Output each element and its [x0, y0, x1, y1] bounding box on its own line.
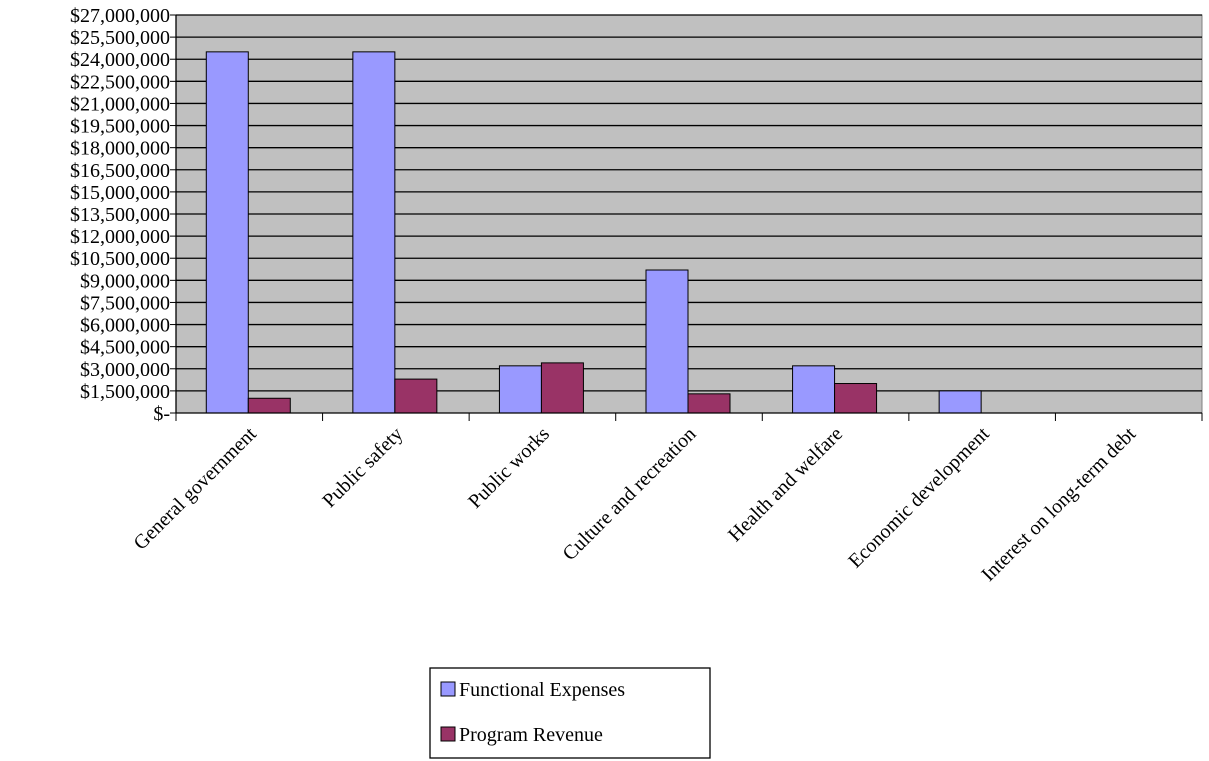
y-tick-label: $24,000,000	[70, 49, 170, 71]
bar-functional-expenses	[205, 51, 249, 414]
y-tick-label: $27,000,000	[70, 5, 170, 27]
x-tick-label: Economic development	[844, 423, 994, 573]
bar-functional-expenses	[498, 365, 542, 414]
y-tick-label: $13,500,000	[70, 204, 170, 226]
x-tick-label: General government	[129, 423, 261, 555]
y-tick-label: $15,000,000	[70, 182, 170, 204]
legend-box	[429, 667, 711, 759]
bar-program-revenue	[540, 362, 584, 414]
bar-functional-expenses	[792, 365, 836, 414]
legend-label: Functional Expenses	[459, 679, 625, 701]
legend-swatch	[440, 681, 456, 697]
y-tick-label: $18,000,000	[70, 138, 170, 160]
y-tick-label: $3,000,000	[80, 359, 170, 381]
y-tick-label: $21,000,000	[70, 93, 170, 115]
y-tick-label: $1,500,000	[80, 381, 170, 403]
y-tick-label: $19,500,000	[70, 116, 170, 138]
y-tick-label: $6,000,000	[80, 315, 170, 337]
x-tick-label: Health and welfare	[724, 423, 847, 546]
y-axis: $-$1,500,000$3,000,000$4,500,000$6,000,0…	[70, 5, 177, 425]
y-tick-label: $25,500,000	[70, 27, 170, 49]
y-tick-label: $4,500,000	[80, 337, 170, 359]
legend-label: Program Revenue	[459, 724, 603, 746]
x-tick-label: Public safety	[318, 423, 407, 512]
x-tick-label: Interest on long-term debt	[977, 423, 1140, 586]
bar-program-revenue	[687, 393, 731, 414]
bar-functional-expenses	[645, 269, 689, 414]
y-tick-label: $9,000,000	[80, 270, 170, 292]
bar-functional-expenses	[352, 51, 396, 414]
bar-program-revenue	[834, 383, 878, 414]
y-tick-label: $16,500,000	[70, 160, 170, 182]
bar-functional-expenses	[938, 390, 982, 414]
y-tick-label: $10,500,000	[70, 248, 170, 270]
y-tick-label: $-	[153, 403, 170, 425]
plot-area	[175, 14, 1203, 414]
legend: Functional Expenses Program Revenue	[429, 667, 711, 759]
y-tick-label: $12,000,000	[70, 226, 170, 248]
y-tick-label: $7,500,000	[80, 292, 170, 314]
x-tick-label: Culture and recreation	[559, 423, 701, 565]
x-axis: General government Public safety Public wo…	[129, 412, 1203, 586]
y-tick-label: $22,500,000	[70, 71, 170, 93]
legend-swatch	[440, 726, 456, 742]
bar-program-revenue	[247, 397, 291, 414]
bar-program-revenue	[394, 378, 438, 414]
x-tick-label: Public works	[464, 423, 554, 513]
